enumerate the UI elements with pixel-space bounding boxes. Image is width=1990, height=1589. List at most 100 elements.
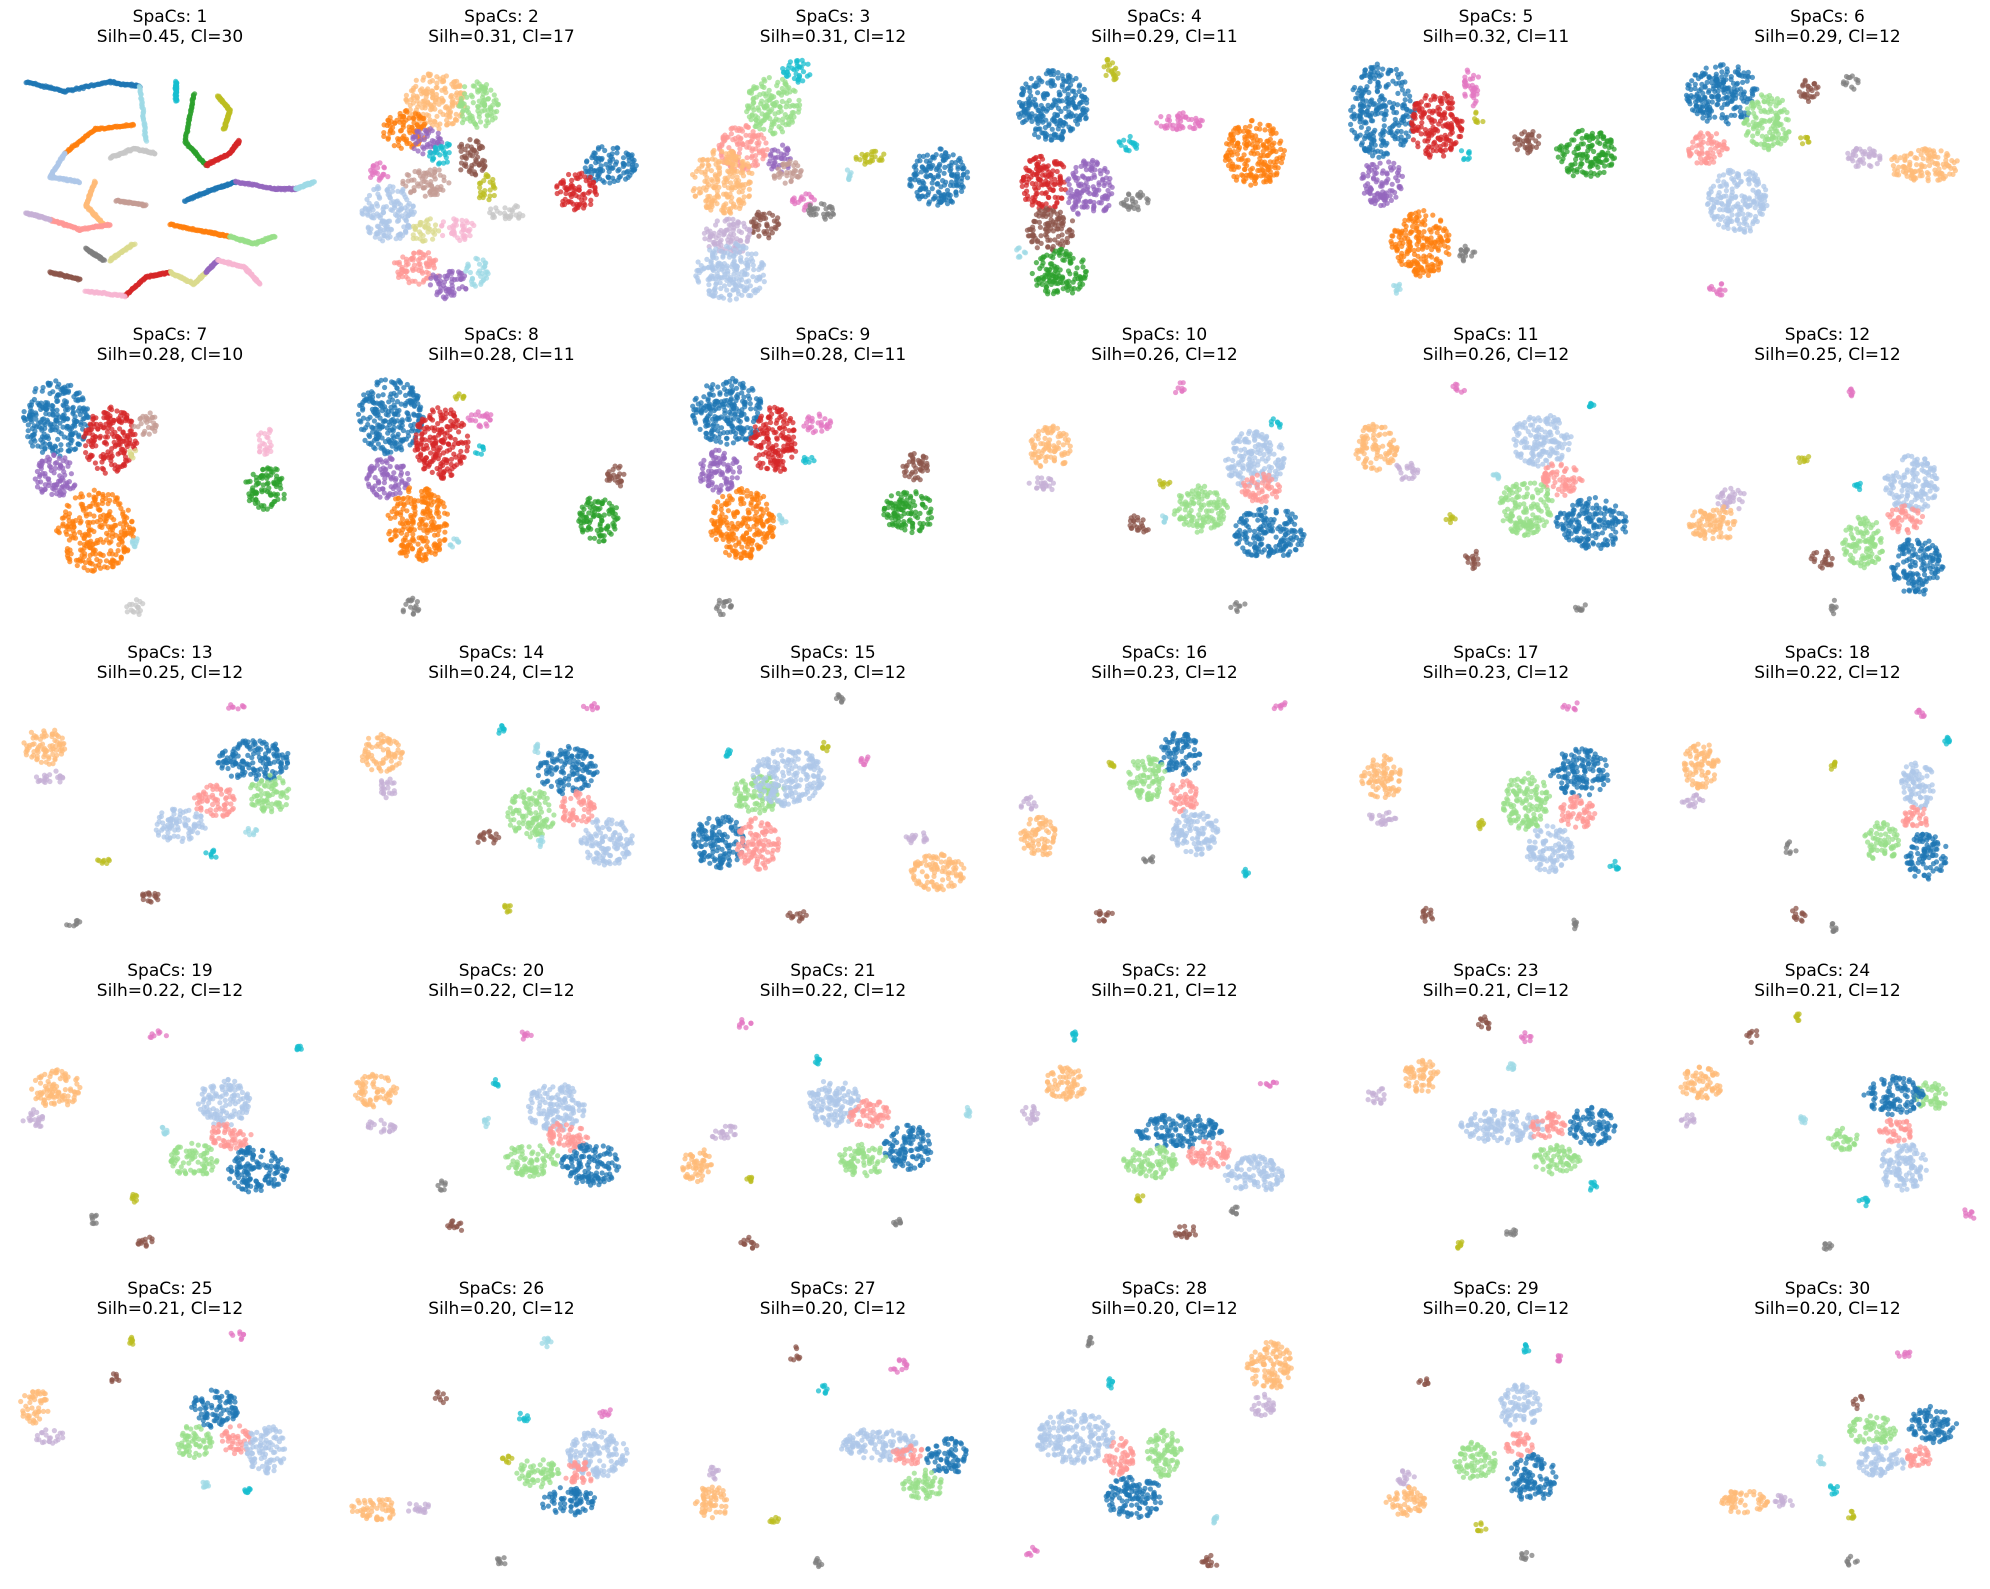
cluster-brown (748, 209, 782, 241)
point (1033, 154, 1039, 161)
point (1037, 265, 1043, 272)
point (132, 241, 138, 247)
point (449, 279, 455, 285)
point (581, 191, 587, 197)
point (1054, 168, 1060, 175)
point (1106, 179, 1112, 185)
point (1078, 181, 1084, 187)
point (712, 286, 718, 292)
point (485, 96, 491, 102)
cluster-gray (1118, 189, 1151, 213)
point (391, 143, 397, 149)
point (696, 166, 702, 172)
point (1103, 72, 1109, 78)
point (750, 274, 756, 280)
point (718, 293, 724, 299)
point (607, 158, 613, 164)
point (471, 222, 477, 229)
point (1057, 241, 1063, 247)
point (1084, 96, 1090, 103)
point (236, 138, 242, 144)
point (924, 152, 931, 158)
point (405, 213, 411, 219)
point (721, 283, 728, 289)
point (1064, 99, 1070, 105)
point (1067, 227, 1073, 233)
cluster-olive (853, 148, 887, 167)
cluster-green (1029, 246, 1089, 297)
panel-title-spacs: SpaCs: 3 (796, 7, 871, 27)
point (475, 154, 481, 160)
point (1044, 229, 1050, 235)
point (726, 281, 733, 287)
point (631, 167, 637, 173)
point (745, 124, 751, 130)
point (702, 236, 708, 242)
point (921, 180, 927, 186)
point (475, 103, 481, 109)
point (387, 195, 393, 201)
cluster-red (203, 137, 242, 169)
point (511, 205, 518, 211)
point (721, 191, 727, 197)
point (1039, 156, 1046, 162)
point (752, 290, 758, 296)
point (430, 191, 436, 197)
point (1067, 195, 1073, 201)
point (731, 231, 737, 238)
point (439, 79, 445, 85)
point (964, 175, 971, 181)
panel-title-spacs: SpaCs: 4 (1127, 7, 1202, 27)
point (609, 165, 615, 171)
point (432, 227, 438, 233)
point (391, 260, 398, 266)
point (1024, 188, 1030, 194)
point (740, 141, 746, 147)
point (389, 188, 396, 194)
point (1057, 181, 1063, 187)
point (861, 154, 868, 160)
point (419, 270, 426, 276)
point (695, 277, 701, 284)
point (756, 233, 762, 239)
point (122, 294, 128, 300)
cluster-lightpink (439, 216, 477, 243)
point (787, 103, 793, 109)
point (736, 228, 742, 234)
point (938, 193, 944, 199)
point (504, 213, 510, 219)
point (714, 271, 720, 277)
point (1106, 62, 1113, 68)
point (1054, 199, 1060, 205)
point (421, 178, 427, 184)
point (394, 218, 401, 224)
point (1030, 227, 1036, 233)
cluster-brown (457, 137, 488, 178)
point (700, 266, 707, 272)
point (420, 151, 426, 157)
point (487, 193, 493, 199)
point (915, 193, 921, 199)
cluster-lightgreen (456, 79, 501, 130)
point (719, 207, 725, 213)
panel-title-silhouette: Silh=0.29, Cl=11 (1091, 27, 1237, 47)
cluster-lightgray (107, 145, 158, 161)
point (375, 224, 382, 230)
point (381, 165, 387, 171)
point (1059, 195, 1065, 201)
point (485, 120, 491, 126)
point (587, 188, 593, 194)
point (1055, 75, 1061, 81)
point (455, 83, 461, 89)
point (960, 184, 966, 190)
point (1046, 194, 1052, 201)
point (390, 129, 396, 136)
point (1078, 190, 1085, 196)
point (714, 193, 720, 199)
point (733, 154, 739, 160)
point (1092, 174, 1098, 180)
point (711, 185, 717, 191)
point (1065, 72, 1071, 78)
point (458, 276, 464, 282)
point (488, 87, 494, 93)
